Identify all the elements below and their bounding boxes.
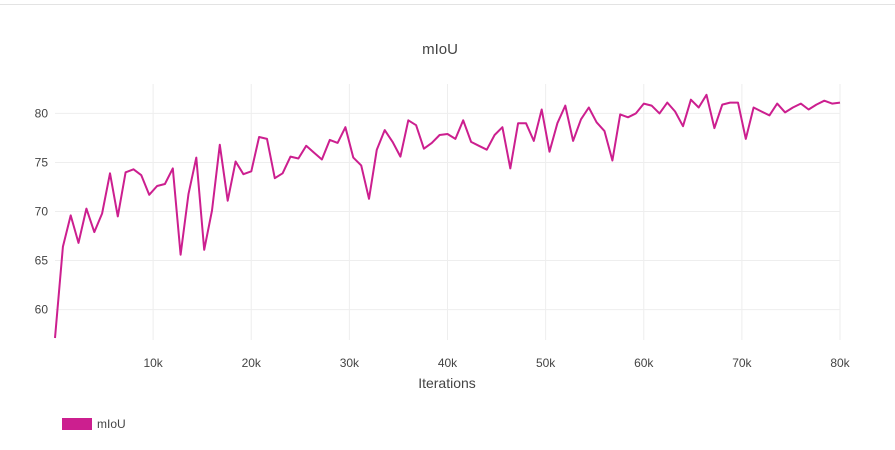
y-tick-label: 65	[35, 254, 49, 268]
y-tick-label: 70	[35, 205, 49, 219]
y-tick-label: 75	[35, 155, 49, 169]
y-tick-label: 60	[35, 303, 49, 317]
x-tick-label: 30k	[340, 356, 360, 370]
x-axis-title: Iterations	[418, 375, 476, 391]
top-divider	[0, 0, 895, 5]
grid-lines	[55, 84, 841, 340]
legend-label: mIoU	[97, 417, 126, 431]
x-tick-label: 60k	[634, 356, 654, 370]
x-tick-label: 50k	[536, 356, 556, 370]
x-axis-ticks: 10k 20k 30k 40k 50k 60k 70k 80k	[143, 356, 850, 370]
x-tick-label: 40k	[438, 356, 458, 370]
x-tick-label: 10k	[143, 356, 163, 370]
series-line-miou	[54, 93, 841, 339]
y-tick-label: 80	[35, 106, 49, 120]
y-axis-ticks: 60 65 70 75 80	[35, 106, 49, 316]
x-tick-label: 80k	[830, 356, 850, 370]
legend[interactable]: mIoU	[62, 417, 126, 431]
chart-title: mIoU	[422, 41, 458, 58]
legend-swatch	[62, 418, 92, 430]
x-tick-label: 70k	[732, 356, 752, 370]
series-lines	[54, 93, 841, 339]
x-tick-label: 20k	[242, 356, 262, 370]
